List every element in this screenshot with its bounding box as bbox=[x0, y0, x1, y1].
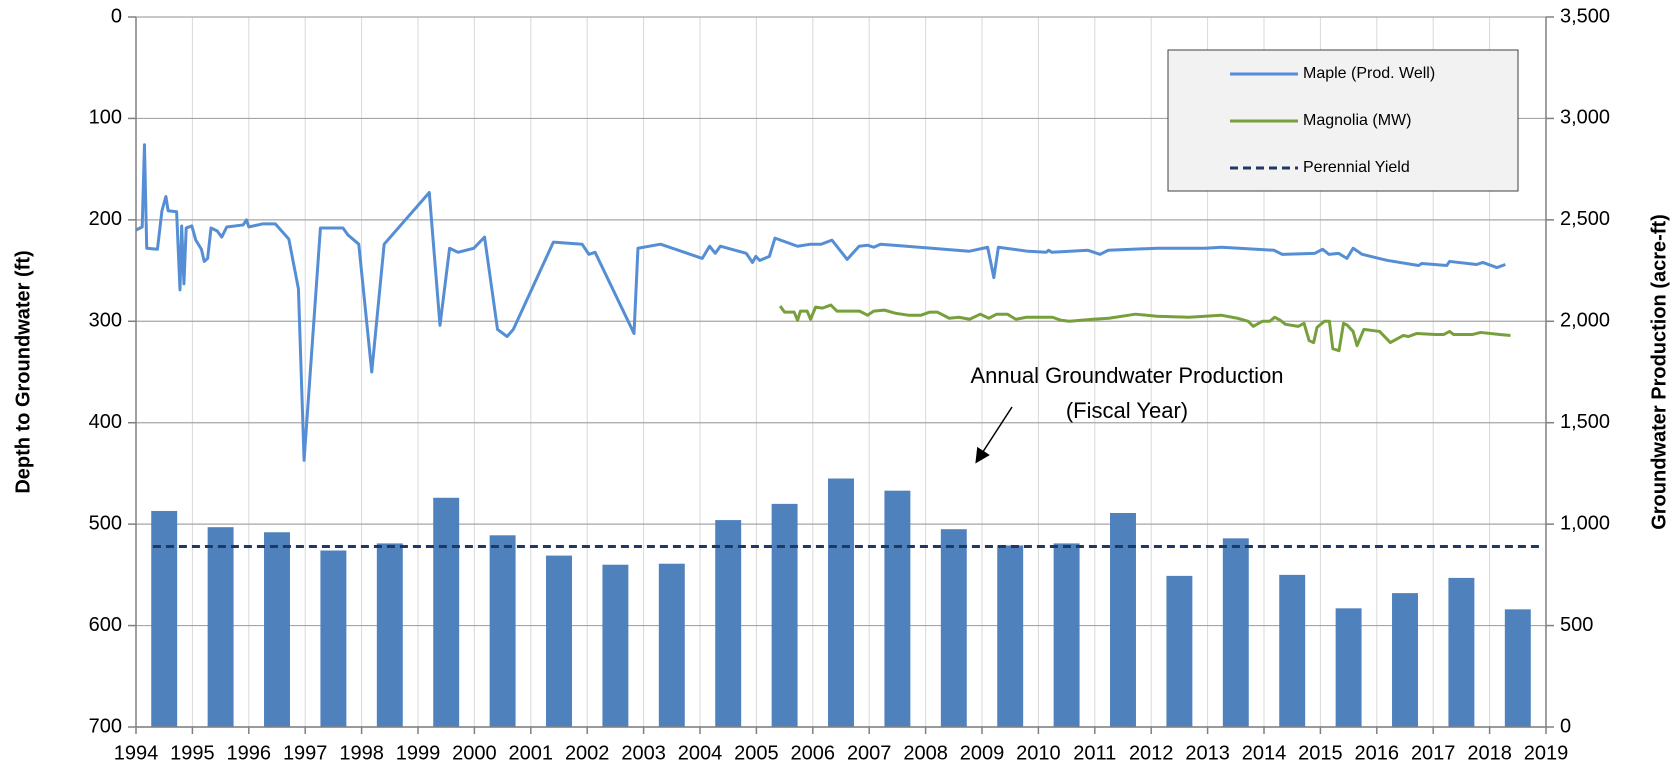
y2-tick-label: 1,000 bbox=[1560, 512, 1610, 534]
x-tick-label: 2013 bbox=[1185, 742, 1230, 764]
bar bbox=[433, 497, 460, 727]
grid bbox=[135, 16, 1547, 728]
x-tick-label: 2000 bbox=[452, 742, 497, 764]
line bbox=[778, 303, 1511, 353]
bar bbox=[715, 520, 742, 727]
bar bbox=[376, 543, 403, 727]
x-tick-label: 1999 bbox=[396, 742, 441, 764]
y2-tick-label: 3,500 bbox=[1560, 5, 1610, 27]
x-tick-label: 2018 bbox=[1467, 742, 1512, 764]
bar bbox=[1053, 543, 1080, 727]
x-tick-label: 2017 bbox=[1411, 742, 1456, 764]
y2-tick-label: 1,500 bbox=[1560, 411, 1610, 433]
x-tick-label: 2019 bbox=[1524, 742, 1569, 764]
y-tick-label: 0 bbox=[111, 5, 122, 27]
x-tick-label: 2004 bbox=[678, 742, 723, 764]
annotation-arrow bbox=[975, 406, 1013, 464]
bar bbox=[602, 564, 629, 727]
bar bbox=[1279, 574, 1306, 727]
bar bbox=[1110, 512, 1136, 727]
bar bbox=[1504, 609, 1531, 727]
bar bbox=[1448, 577, 1475, 727]
y2-tick-label: 500 bbox=[1560, 614, 1593, 636]
x-tick-label: 2015 bbox=[1298, 742, 1343, 764]
x-tick-label: 2007 bbox=[847, 742, 892, 764]
bar bbox=[546, 555, 572, 727]
x-tick-label: 1996 bbox=[227, 742, 272, 764]
bar bbox=[264, 532, 290, 727]
y-tick-label: 100 bbox=[89, 107, 122, 129]
y-axis-title: Depth to Groundwater (ft) bbox=[12, 250, 34, 493]
y-tick-label: 600 bbox=[89, 614, 122, 636]
legend-label: Maple (Prod. Well) bbox=[1303, 65, 1435, 82]
x-tick-label: 2005 bbox=[734, 742, 779, 764]
bar bbox=[1222, 538, 1249, 727]
bar bbox=[771, 503, 798, 727]
x-tick-label: 2008 bbox=[903, 742, 948, 764]
x-tick-label: 2012 bbox=[1129, 742, 1174, 764]
x-tick-label: 2002 bbox=[565, 742, 610, 764]
y2-tick-label: 2,500 bbox=[1560, 208, 1610, 230]
legend-box bbox=[1167, 49, 1519, 192]
x-tick-label: 2011 bbox=[1073, 742, 1116, 764]
bar bbox=[207, 527, 234, 727]
x-tick-label: 2009 bbox=[960, 742, 1005, 764]
x-tick-label: 1995 bbox=[170, 742, 215, 764]
x-tick-label: 1997 bbox=[283, 742, 328, 764]
bar bbox=[828, 478, 854, 727]
y2-axis-title: Groundwater Production (acre-ft) bbox=[1648, 214, 1670, 530]
y2-tick-label: 3,000 bbox=[1560, 107, 1610, 129]
y2-tick-label: 0 bbox=[1560, 715, 1571, 737]
y-tick-label: 700 bbox=[89, 715, 122, 737]
bar bbox=[1392, 593, 1418, 727]
x-tick-label: 2014 bbox=[1242, 742, 1287, 764]
bar bbox=[1335, 608, 1362, 727]
bar bbox=[1166, 575, 1193, 727]
bar bbox=[658, 563, 685, 727]
x-tick-label: 2016 bbox=[1355, 742, 1400, 764]
x-tick-label: 1998 bbox=[339, 742, 384, 764]
x-tick-label: 2010 bbox=[1016, 742, 1061, 764]
y-tick-label: 300 bbox=[89, 310, 122, 332]
y-tick-label: 500 bbox=[89, 512, 122, 534]
annotation: (Fiscal Year) bbox=[1066, 398, 1188, 423]
y2-tick-label: 2,000 bbox=[1560, 310, 1610, 332]
x-tick-label: 2006 bbox=[791, 742, 836, 764]
annotation: Annual Groundwater Production bbox=[970, 363, 1283, 388]
bar bbox=[884, 490, 911, 727]
line bbox=[135, 143, 1506, 462]
legend-label: Magnolia (MW) bbox=[1303, 112, 1411, 129]
x-tick-label: 2001 bbox=[509, 742, 554, 764]
axes: 1994 1995 1996 1997 1998 1999 2000 2001 2002 2003… bbox=[89, 5, 1610, 764]
legend: Maple (Prod. Well) Magnolia (MW) Perennial… bbox=[1167, 49, 1519, 192]
x-tick-label: 1994 bbox=[114, 742, 159, 764]
legend-label: Perennial Yield bbox=[1303, 159, 1410, 176]
y-tick-label: 200 bbox=[89, 208, 122, 230]
bar bbox=[940, 529, 967, 727]
bar bbox=[489, 535, 516, 727]
y-tick-label: 400 bbox=[89, 411, 122, 433]
marks bbox=[135, 143, 1541, 727]
bar bbox=[320, 550, 347, 727]
bar bbox=[997, 545, 1024, 727]
bar bbox=[151, 510, 178, 727]
x-tick-label: 2003 bbox=[621, 742, 666, 764]
